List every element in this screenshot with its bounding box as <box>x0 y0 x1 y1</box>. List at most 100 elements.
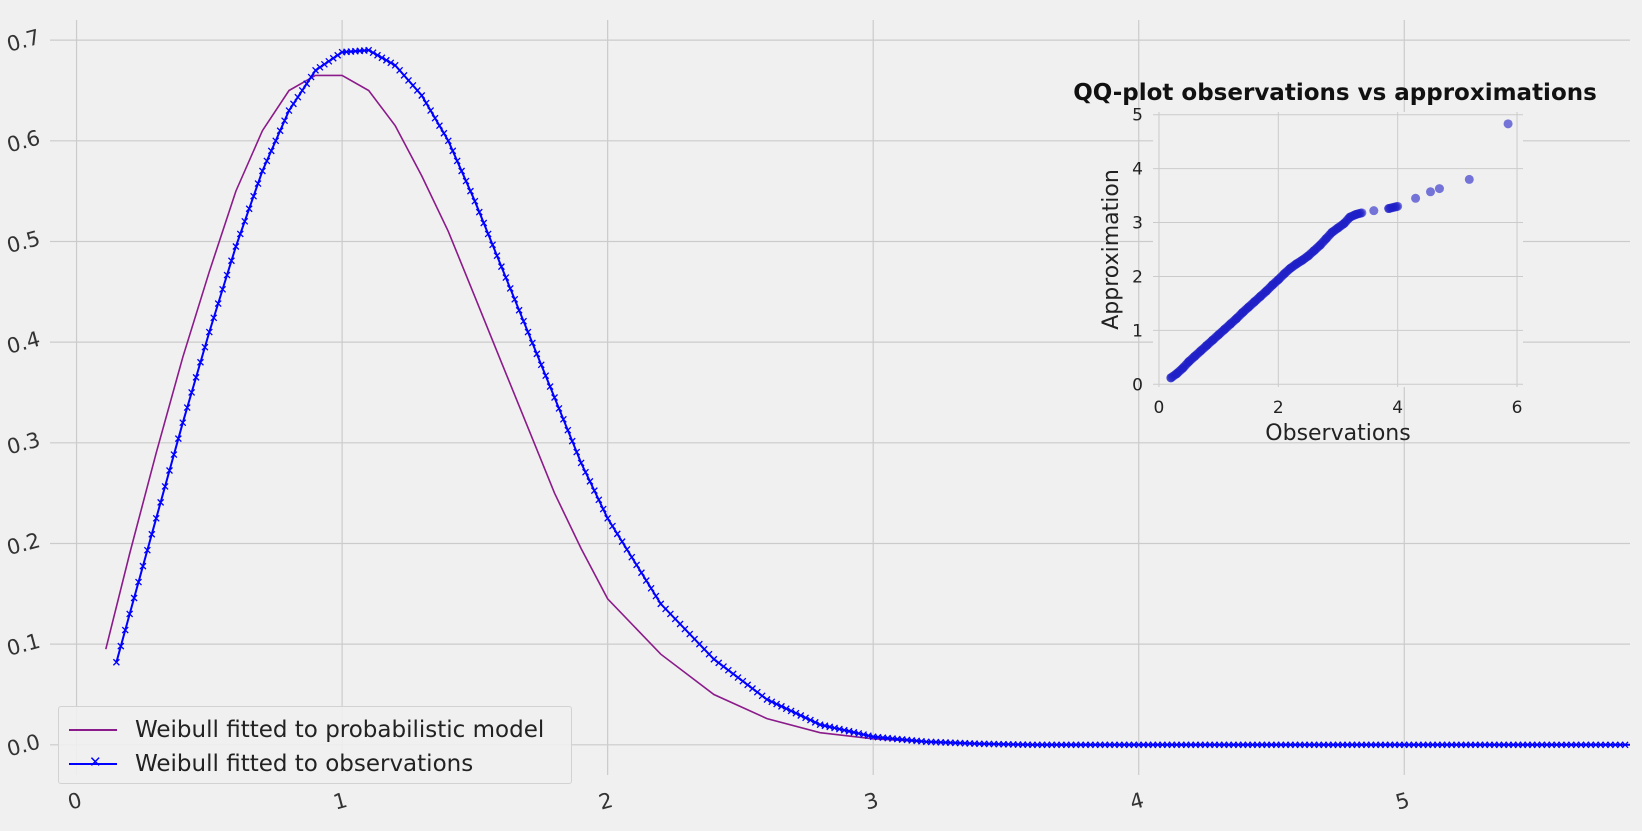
observations-marker <box>431 114 439 122</box>
observations-marker <box>250 192 258 200</box>
observations-marker <box>232 243 240 250</box>
observations-marker <box>715 659 723 667</box>
qq-point <box>1273 275 1283 285</box>
legend-item-observations: ✕ Weibull fitted to observations <box>59 747 473 781</box>
qq-point <box>1464 174 1474 184</box>
observations-marker <box>152 514 160 522</box>
observations-marker <box>555 404 563 412</box>
observations-marker <box>652 592 660 600</box>
observations-marker <box>458 167 466 175</box>
observations-marker <box>753 688 761 696</box>
observations-marker <box>749 685 756 692</box>
main-y-tick-label: 0.1 <box>4 629 42 661</box>
observations-marker <box>453 157 461 165</box>
observations-marker <box>811 718 819 726</box>
observations-marker <box>773 700 781 708</box>
main-y-tick-label: 0.7 <box>4 25 42 57</box>
qq-point <box>1279 269 1289 279</box>
qq-point <box>1226 319 1236 329</box>
observations-marker <box>568 437 576 445</box>
observations-marker <box>179 419 187 427</box>
legend: Weibull fitted to probabilistic model ✕ … <box>58 706 572 784</box>
qq-point <box>1315 240 1325 250</box>
qq-x-tick-label: 4 <box>1392 398 1403 418</box>
observations-marker <box>710 655 718 663</box>
observations-marker <box>170 451 178 459</box>
observations-marker <box>143 546 151 554</box>
observations-marker <box>586 477 594 485</box>
main-y-tick-label: 0.2 <box>4 528 42 560</box>
observations-marker <box>777 702 785 710</box>
observations-marker <box>320 60 328 68</box>
observations-marker <box>117 642 125 650</box>
observations-marker <box>188 389 196 396</box>
observations-marker <box>276 127 284 135</box>
observations-marker <box>564 426 572 434</box>
observations-marker <box>254 180 262 188</box>
observations-marker <box>724 666 732 674</box>
qq-point <box>1172 369 1182 379</box>
observations-marker <box>166 467 173 474</box>
qq-point <box>1184 357 1194 367</box>
observations-marker <box>528 339 536 347</box>
observations-marker <box>623 545 631 553</box>
main-x-tick-label: 2 <box>596 788 615 815</box>
qq-point <box>1220 324 1230 334</box>
observations-marker <box>515 306 523 314</box>
qq-x-tick-label: 2 <box>1273 398 1284 418</box>
observations-marker <box>316 63 324 71</box>
observations-marker <box>272 137 280 145</box>
observations-marker <box>197 358 204 366</box>
observations-marker <box>1621 741 1629 749</box>
observations-marker <box>471 197 479 205</box>
observations-marker <box>739 677 747 685</box>
observations-marker <box>210 314 218 322</box>
observations-marker <box>802 714 810 722</box>
observations-marker <box>126 610 134 618</box>
observations-marker <box>382 56 390 64</box>
observations-marker <box>374 51 381 59</box>
qq-point <box>1393 201 1403 211</box>
observations-marker <box>219 285 227 293</box>
qq-x-axis-label: Observations <box>1265 421 1410 446</box>
observations-marker <box>497 263 505 271</box>
observations-marker <box>533 350 541 358</box>
observations-marker <box>720 663 727 671</box>
observations-marker <box>590 487 598 495</box>
observations-marker <box>258 167 266 175</box>
qq-point <box>1178 363 1188 373</box>
qq-y-tick-label: 4 <box>1132 160 1143 180</box>
observations-marker <box>192 373 200 381</box>
observations-marker <box>506 284 514 292</box>
observations-marker <box>782 705 790 713</box>
observations-marker <box>223 271 231 279</box>
observations-marker <box>334 51 342 59</box>
observations-marker <box>130 594 138 602</box>
main-x-tick-label: 1 <box>331 788 350 815</box>
observations-marker <box>797 712 805 719</box>
observations-marker <box>135 578 142 586</box>
observations-marker <box>112 658 120 666</box>
observations-marker <box>647 584 655 592</box>
qq-y-tick-label: 0 <box>1132 375 1143 395</box>
observations-marker <box>422 99 430 107</box>
qq-point <box>1309 246 1319 256</box>
observations-marker <box>329 54 337 62</box>
qq-point <box>1426 187 1435 197</box>
observations-marker <box>369 49 377 57</box>
qq-point <box>1214 330 1224 340</box>
observations-marker <box>542 372 550 380</box>
observations-marker <box>734 674 742 681</box>
observations-marker <box>806 716 814 724</box>
observations-marker <box>444 137 452 145</box>
observations-marker <box>609 522 616 530</box>
observations-marker <box>312 66 320 74</box>
observations-marker <box>628 553 636 561</box>
observations-marker <box>281 117 289 125</box>
observations-marker <box>551 394 558 401</box>
qq-point <box>1339 219 1349 229</box>
observations-marker <box>365 46 373 54</box>
qq-point <box>1369 206 1379 216</box>
observations-marker <box>263 157 271 165</box>
